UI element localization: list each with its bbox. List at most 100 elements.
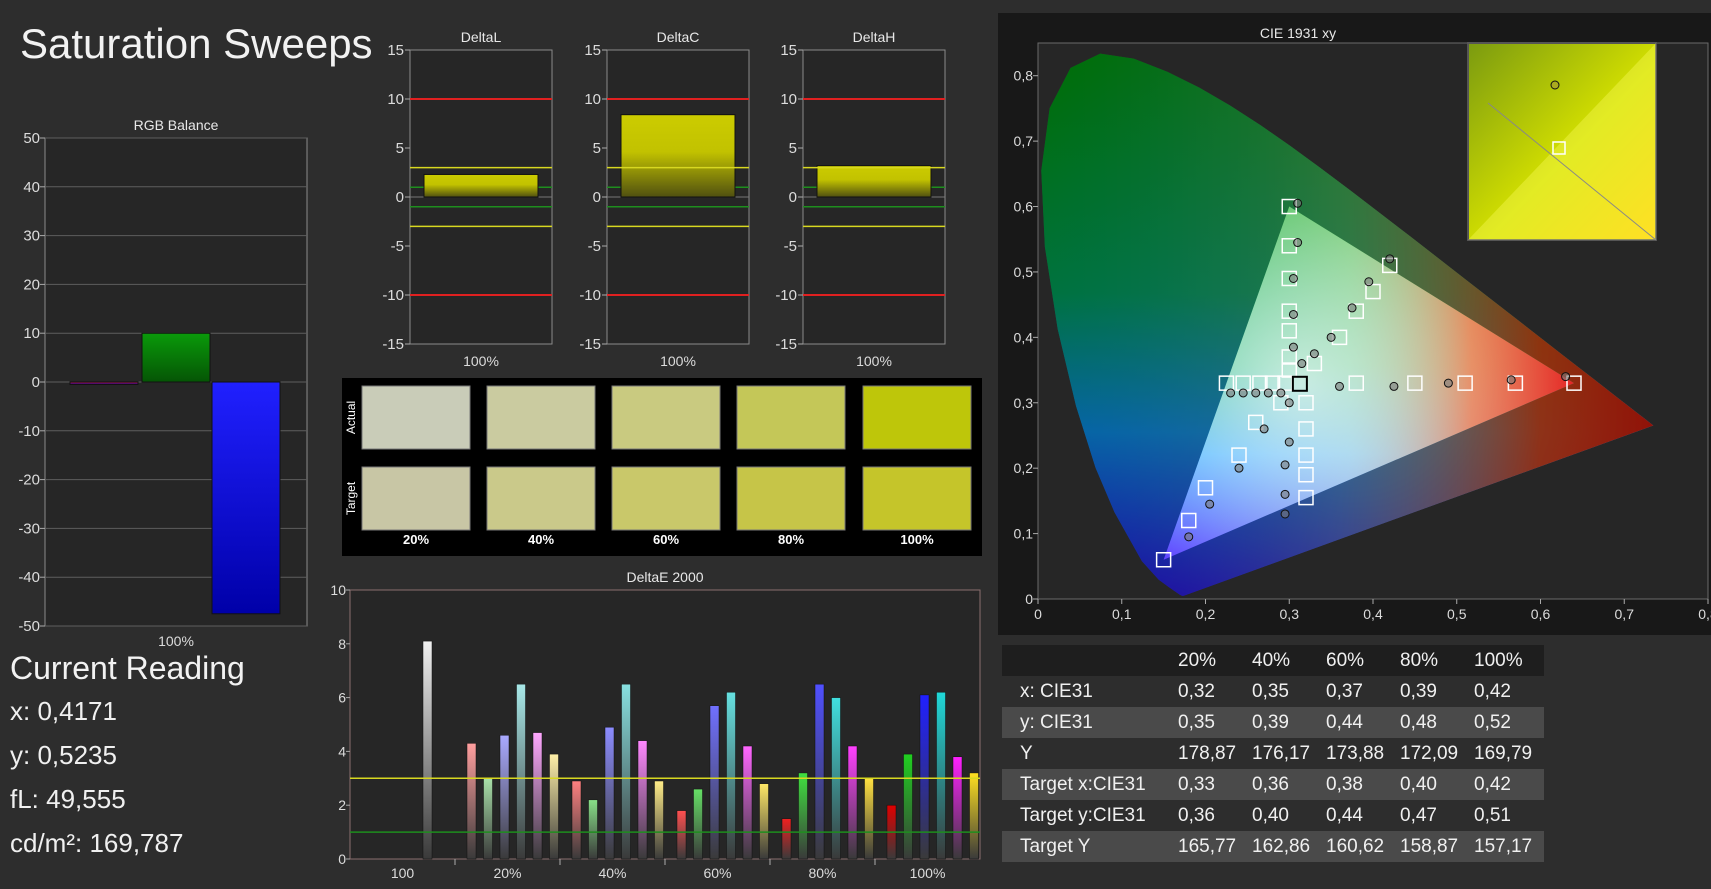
x-tick-label: 0,2 [1196,606,1216,622]
delta-panel-title: DeltaL [461,29,502,45]
cie-title: CIE 1931 xy [1260,25,1336,41]
x-tick-label: 0,3 [1280,606,1300,622]
deltae-bar [742,745,753,860]
cell: 0,52 [1470,707,1544,738]
y-tick-label: 0,4 [1014,329,1034,345]
cell: 0,42 [1470,676,1544,707]
current-reading: Current Reading x: 0,4171 y: 0,5235 fL: … [10,650,245,873]
deltae-bar [847,745,858,860]
target-marker [1252,375,1268,391]
row-label: Target y:CIE31 [1016,800,1174,831]
measured-point [1297,359,1307,369]
target-marker [1197,480,1214,496]
cell: 0,38 [1322,769,1396,800]
measured-point [1506,375,1516,385]
gamut-triangle-white [1163,206,1574,560]
deltae-bar [919,694,930,860]
measured-point [1335,381,1344,391]
y-tick-label: 50 [23,130,40,147]
y-tick-label: -5 [784,238,797,255]
deltae-bar [969,772,979,860]
measured-point [1561,372,1571,382]
measured-point [1284,437,1294,447]
y-tick-label: -20 [18,472,40,489]
y-tick-label: 30 [23,228,40,245]
deltae-2000-chart: DeltaE 2000 10 8 6 4 2 0 100 20% 40% 60% 80% 100% [330,569,981,881]
delta-bar [816,165,932,198]
reading-x: x: 0,4171 [10,696,117,726]
y-tick-label: -10 [382,287,404,304]
actual-swatch [862,385,972,450]
target-marker [1218,375,1235,391]
x-category-label: 100% [463,353,499,369]
cell: 0,42 [1470,769,1544,800]
y-tick-label: 6 [338,690,346,706]
target-marker [1281,362,1297,378]
y-tick-label: -15 [382,336,404,353]
table-header-label [1016,645,1174,676]
measured-point [1293,198,1303,208]
actual-swatch [736,385,846,450]
row-label: Target Y [1016,831,1174,862]
x-group-label: 80% [808,865,836,881]
y-tick-label: -50 [18,618,40,635]
x-tick-label: 0,1 [1112,606,1132,622]
current-reading-title: Current Reading [10,650,245,686]
cell: 0,51 [1470,800,1544,831]
cell: 0,44 [1322,800,1396,831]
measured-point [1263,388,1273,398]
inset-target-marker [1552,141,1566,155]
rgb-balance-chart: RGB Balance 50 40 30 20 10 0 -10 -20 -30 -40 -50 100… [18,117,308,649]
deltae-bar [903,753,913,860]
measured-point [1280,460,1290,470]
x-tick-label: 0,6 [1531,606,1551,622]
cell: 0,40 [1248,800,1322,831]
deltae-bar [864,778,874,860]
cell: 0,35 [1174,707,1248,738]
deltae-bar [499,735,510,860]
color-swatches: Actual Target 20% 40% 60% 80% 100% [342,378,982,556]
deltae-bar [621,683,631,860]
x-tick-label: 0 [1034,606,1042,622]
cell: 0,39 [1248,707,1322,738]
measured-point [1443,378,1453,388]
deltae-bar [952,756,963,860]
target-marker [1566,375,1582,391]
y-tick-label: 2 [338,797,346,813]
table-header-col: 100% [1470,645,1544,676]
deltae-bar [709,705,720,860]
y-tick-label: 20 [23,276,40,293]
measured-point [1326,332,1336,342]
target-swatch [486,466,596,531]
table-row: Target Y 165,77 162,86 160,62 158,87 157… [1002,831,1544,862]
deltae-bar [516,683,526,860]
deltae-bar [571,780,582,860]
cell: 160,62 [1322,831,1396,862]
deltae-bar [588,799,598,860]
measured-point [1280,509,1290,519]
cell: 162,86 [1248,831,1322,862]
inset-measured-point [1550,80,1560,90]
target-marker [1281,349,1297,365]
cell: 0,36 [1174,800,1248,831]
measured-point [1238,388,1248,398]
cell: 176,17 [1248,738,1322,769]
measured-point [1309,349,1319,359]
target-marker [1298,466,1314,483]
swatch-column-label: 80% [778,532,804,547]
y-tick-label: 10 [23,325,40,342]
cell: 0,44 [1322,707,1396,738]
y-tick-label: 5 [396,140,404,157]
measured-point [1288,309,1298,319]
deltae-bar [422,640,433,860]
y-tick-label: 5 [593,140,601,157]
measured-point [1284,398,1294,408]
y-tick-label: -15 [775,336,797,353]
target-swatch [862,466,972,531]
cell: 178,87 [1174,738,1248,769]
delta-panel-title: DeltaH [853,29,896,45]
delta-bar [423,173,539,198]
measured-point [1288,273,1298,283]
y-tick-label: 15 [584,42,601,59]
y-tick-label: -10 [775,287,797,304]
